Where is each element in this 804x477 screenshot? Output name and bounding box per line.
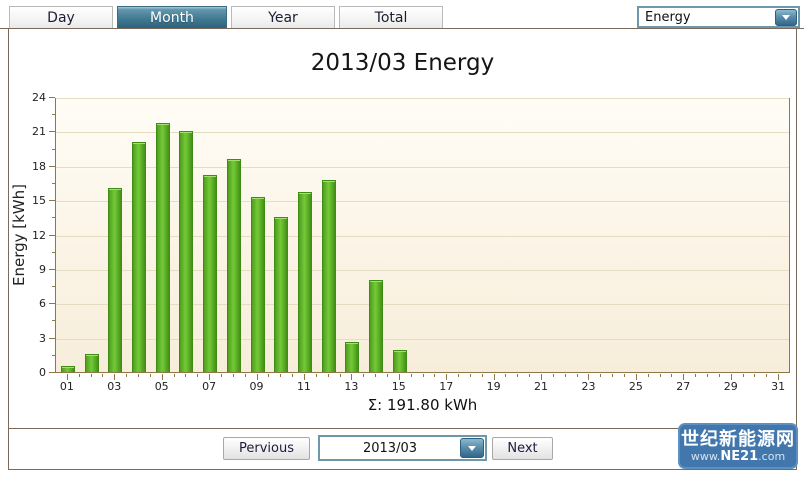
bar-day-01 — [60, 366, 75, 372]
bar-day-12 — [321, 179, 336, 372]
bar-day-10 — [274, 217, 289, 372]
tabbar: Day Month Year Total — [9, 6, 443, 28]
watermark-badge: 世纪新能源网 www.NE21.com — [678, 423, 798, 469]
y-axis-title-text: Energy [kWh] — [10, 184, 28, 287]
bar-day-09 — [250, 196, 265, 372]
bar-day-02 — [84, 353, 99, 372]
month-value: 2013/03 — [362, 440, 417, 456]
controls-divider — [9, 428, 796, 429]
bar-day-14 — [369, 279, 384, 372]
tab-month[interactable]: Month — [117, 6, 227, 28]
month-dropdown[interactable]: 2013/03 — [318, 435, 487, 461]
tabbar-underline — [0, 28, 804, 29]
tab-total[interactable]: Total — [339, 6, 443, 28]
gridline — [56, 201, 789, 203]
gridline — [56, 98, 789, 99]
bar-day-06 — [179, 130, 194, 372]
dropdown-arrow-button[interactable] — [775, 8, 797, 26]
chevron-down-icon — [782, 14, 790, 20]
gridline — [56, 338, 789, 340]
bar-day-08 — [226, 159, 241, 372]
tab-year[interactable]: Year — [231, 6, 335, 28]
chart-title: 2013/03 Energy — [310, 50, 495, 76]
bar-day-07 — [203, 175, 218, 372]
energy-type-value: Energy — [645, 9, 691, 25]
dropdown-arrow-button[interactable] — [460, 438, 484, 458]
chevron-down-icon — [468, 445, 476, 451]
sum-label: Σ: 191.80 kWh — [367, 396, 478, 414]
tab-day[interactable]: Day — [9, 6, 113, 28]
bar-day-03 — [108, 187, 123, 372]
previous-button[interactable]: Pervious — [223, 437, 310, 460]
gridline — [56, 132, 789, 134]
next-button[interactable]: Next — [492, 437, 553, 460]
bar-day-15 — [392, 350, 407, 372]
y-axis-title: Energy [kWh] — [6, 98, 32, 373]
energy-type-dropdown[interactable]: Energy — [637, 6, 800, 28]
bar-day-13 — [345, 342, 360, 372]
watermark-url: www.NE21.com — [690, 449, 786, 464]
gridline — [56, 304, 789, 306]
gridline — [56, 235, 789, 237]
plot-area — [55, 98, 790, 373]
watermark-title: 世纪新能源网 — [681, 429, 795, 450]
gridline — [56, 269, 789, 271]
bar-day-05 — [155, 122, 170, 372]
gridline — [56, 166, 789, 168]
bar-day-04 — [131, 142, 146, 372]
bar-day-11 — [297, 192, 312, 372]
